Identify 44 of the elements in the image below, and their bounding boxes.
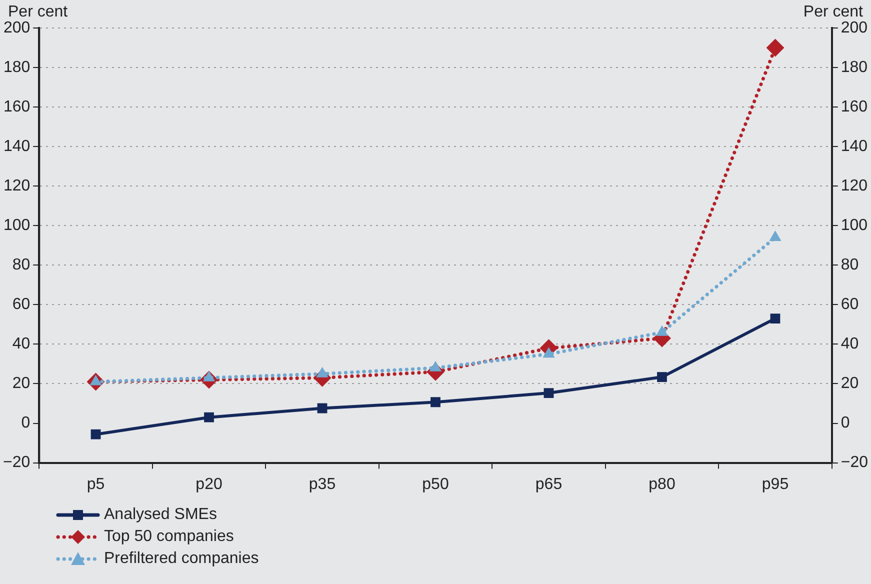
point [766, 38, 784, 57]
x-tick-label: p35 [308, 476, 336, 493]
y2-tick-label: 80 [840, 256, 859, 274]
y-tick-label: 200 [3, 19, 30, 36]
y-tick-label: 160 [3, 98, 30, 116]
y2-tick-label: 0 [840, 414, 850, 432]
y-tick-label: 60 [12, 296, 30, 314]
point [657, 372, 667, 382]
y-axis-title: Per cent [8, 3, 68, 20]
y2-tick-label: 140 [840, 138, 868, 155]
point [430, 397, 440, 408]
y-tick-label: 20 [12, 375, 30, 392]
x-tick-label: p80 [648, 476, 676, 493]
y2-tick-label: 40 [840, 336, 859, 353]
y2-tick-label: 200 [840, 19, 868, 36]
y-tick-label: 100 [3, 217, 30, 234]
point [544, 388, 554, 398]
y2-tick-label: 60 [840, 296, 859, 314]
y2-axis-title: Per cent [803, 3, 864, 20]
legend-label: Analysed SMEs [104, 506, 217, 524]
y-tick-label: 120 [3, 178, 30, 195]
y2-tick-label: 100 [840, 217, 868, 234]
x-tick-label: p20 [196, 476, 222, 493]
y2-tick-label: 160 [840, 98, 868, 116]
y-tick-label: 0 [21, 414, 30, 432]
point [204, 412, 214, 422]
x-tick-label: p65 [535, 476, 562, 493]
y-tick-label: 40 [12, 336, 30, 353]
point [90, 429, 101, 440]
y2-tick-label: 20 [840, 375, 859, 392]
y2-tick-label: 120 [840, 178, 868, 195]
y-tick-label: 140 [3, 138, 30, 155]
x-tick-label: p50 [422, 476, 449, 493]
legend-label: Top 50 companies [104, 528, 234, 546]
y-tick-label: 80 [12, 256, 30, 274]
point [770, 314, 780, 324]
y-tick-label: 180 [3, 58, 30, 76]
point [317, 403, 328, 414]
legend-label: Prefiltered companies [104, 550, 259, 568]
y2-tick-label: −20 [840, 454, 868, 472]
x-tick-label: p5 [86, 476, 105, 493]
y-tick-label: −20 [3, 454, 30, 472]
y2-tick-label: 180 [840, 58, 868, 76]
x-tick-label: p95 [762, 476, 789, 493]
